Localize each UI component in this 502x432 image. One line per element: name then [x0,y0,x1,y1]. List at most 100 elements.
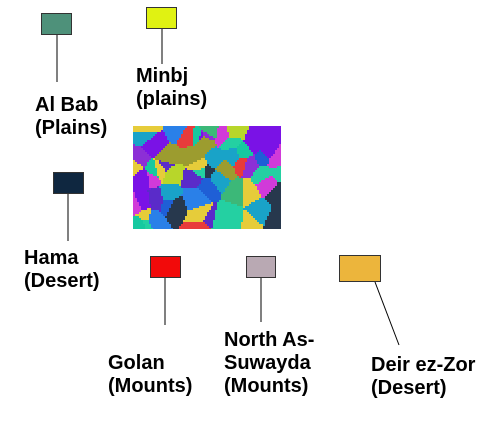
map-cell [187,224,189,226]
map-cell [239,210,241,212]
map-cell [141,226,143,228]
map-cell [279,182,281,184]
map-cell [161,196,163,198]
map-cell [253,144,255,146]
map-cell [181,202,183,204]
map-cell [137,130,139,132]
map-cell [167,158,169,160]
map-cell [263,206,265,208]
map-cell [161,190,163,192]
map-cell [229,128,231,130]
map-cell [275,186,277,188]
map-cell [161,214,163,216]
map-cell [169,146,171,148]
map-cell [193,184,195,186]
map-cell [171,134,173,136]
label-al-bab: Al Bab (Plains) [35,94,107,140]
map-cell [167,178,169,180]
map-cell [275,146,277,148]
map-cell [277,212,279,214]
map-cell [255,224,257,226]
map-cell [221,142,223,144]
map-cell [257,182,259,184]
map-cell [243,152,245,154]
map-cell [265,188,267,190]
map-cell [243,148,245,150]
map-cell [269,176,271,178]
map-cell [227,132,229,134]
map-cell [229,136,231,138]
map-cell [145,192,147,194]
map-cell [151,172,153,174]
map-cell [161,132,163,134]
map-cell [179,138,181,140]
map-cell [147,214,149,216]
map-cell [171,226,173,228]
map-cell [211,200,213,202]
map-cell [157,214,159,216]
map-cell [217,142,219,144]
map-cell [243,204,245,206]
map-cell [205,144,207,146]
map-cell [167,162,169,164]
map-cell [267,136,269,138]
map-cell [195,218,197,220]
map-cell [143,176,145,178]
map-cell [179,192,181,194]
map-cell [213,162,215,164]
map-cell [165,228,167,229]
map-cell [271,226,273,228]
map-cell [249,176,251,178]
map-cell [279,138,281,140]
map-cell [225,184,227,186]
map-cell [185,170,187,172]
map-cell [275,208,277,210]
map-cell [193,140,195,142]
map-cell [253,212,255,214]
map-cell [205,206,207,208]
map-cell [227,190,229,192]
map-cell [201,136,203,138]
map-cell [235,218,237,220]
map-cell [267,168,269,170]
map-cell [171,224,173,226]
map-cell [135,190,137,192]
map-cell [139,138,141,140]
map-cell [149,228,151,229]
map-cell [249,200,251,202]
map-cell [263,166,265,168]
map-cell [227,218,229,220]
map-cell [137,150,139,152]
map-cell [165,196,167,198]
map-cell [213,170,215,172]
map-cell [245,188,247,190]
map-cell [149,174,151,176]
map-cell [189,188,191,190]
map-cell [219,152,221,154]
map-cell [263,192,265,194]
map-cell [213,154,215,156]
map-cell [217,186,219,188]
map-cell [193,158,195,160]
map-cell [259,200,261,202]
map-cell [221,198,223,200]
map-cell [231,206,233,208]
map-cell [145,148,147,150]
map-cell [233,208,235,210]
map-cell [199,126,201,128]
map-cell [253,156,255,158]
map-cell [279,154,281,156]
map-cell [145,210,147,212]
map-cell [267,130,269,132]
map-cell [201,174,203,176]
map-cell [185,156,187,158]
map-cell [219,196,221,198]
map-cell [271,174,273,176]
map-cell [247,202,249,204]
map-cell [135,194,137,196]
map-cell [215,204,217,206]
map-cell [207,208,209,210]
map-cell [189,142,191,144]
map-cell [207,144,209,146]
map-cell [149,176,151,178]
